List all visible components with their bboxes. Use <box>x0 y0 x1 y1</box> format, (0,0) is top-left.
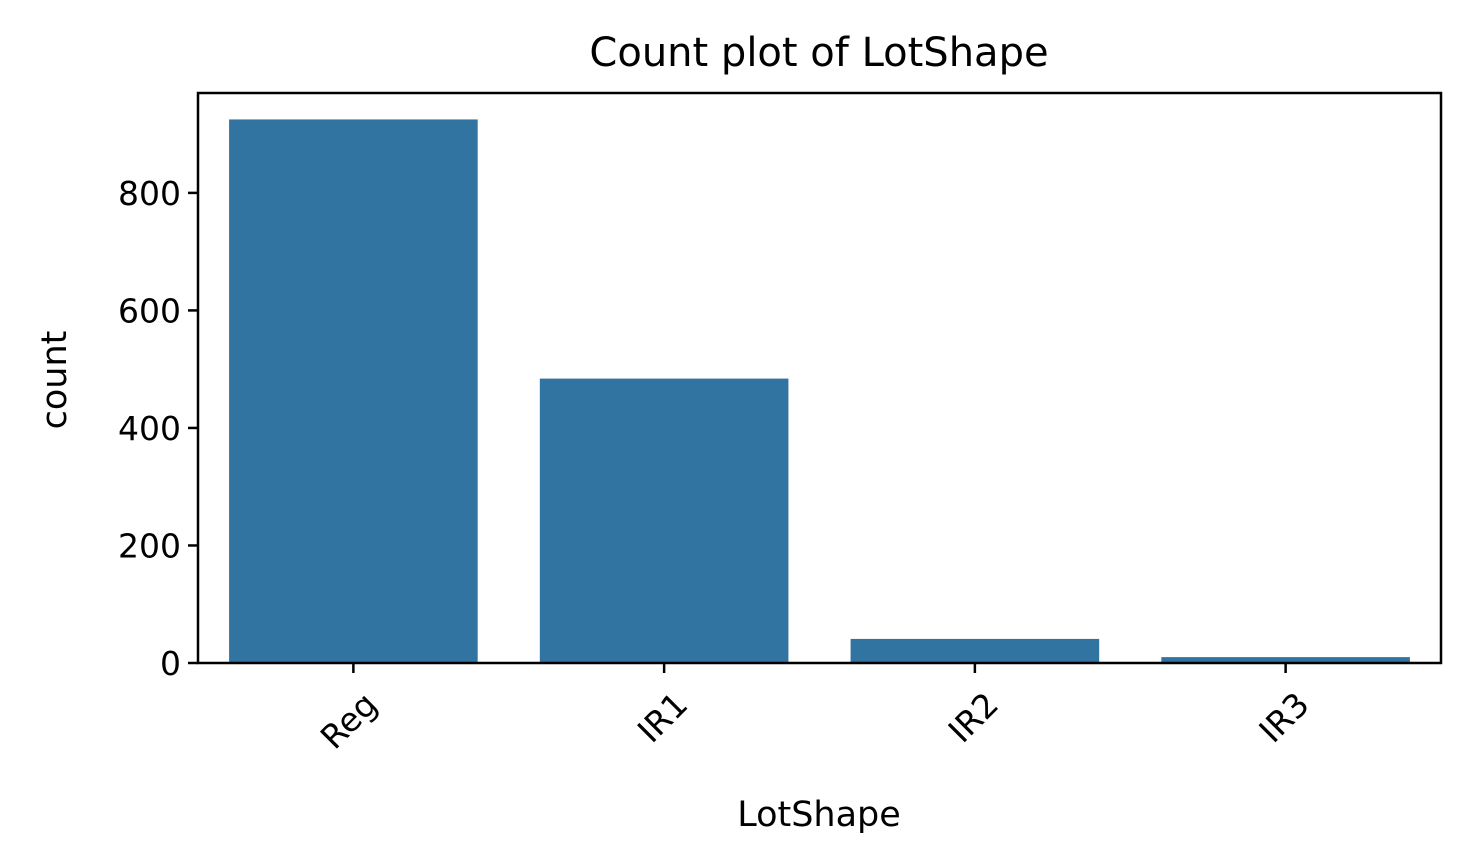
y-axis-label: count <box>35 331 75 430</box>
y-tick-label: 800 <box>118 174 181 213</box>
chart-title: Count plot of LotShape <box>589 30 1048 76</box>
bar-reg <box>229 119 478 663</box>
bar-ir1 <box>539 378 789 663</box>
axes-frame <box>196 91 1443 665</box>
bars-group <box>229 119 1410 663</box>
y-tick-label: 200 <box>118 526 181 565</box>
y-tick-label: 600 <box>118 291 181 330</box>
y-tick-label: 0 <box>160 644 181 683</box>
y-axis-ticks: 0 200 400 600 800 <box>118 174 198 683</box>
x-axis-label: LotShape <box>737 795 901 835</box>
y-tick-label: 400 <box>118 409 181 448</box>
bar-ir2 <box>850 638 1100 663</box>
bar-ir3 <box>1161 657 1410 663</box>
